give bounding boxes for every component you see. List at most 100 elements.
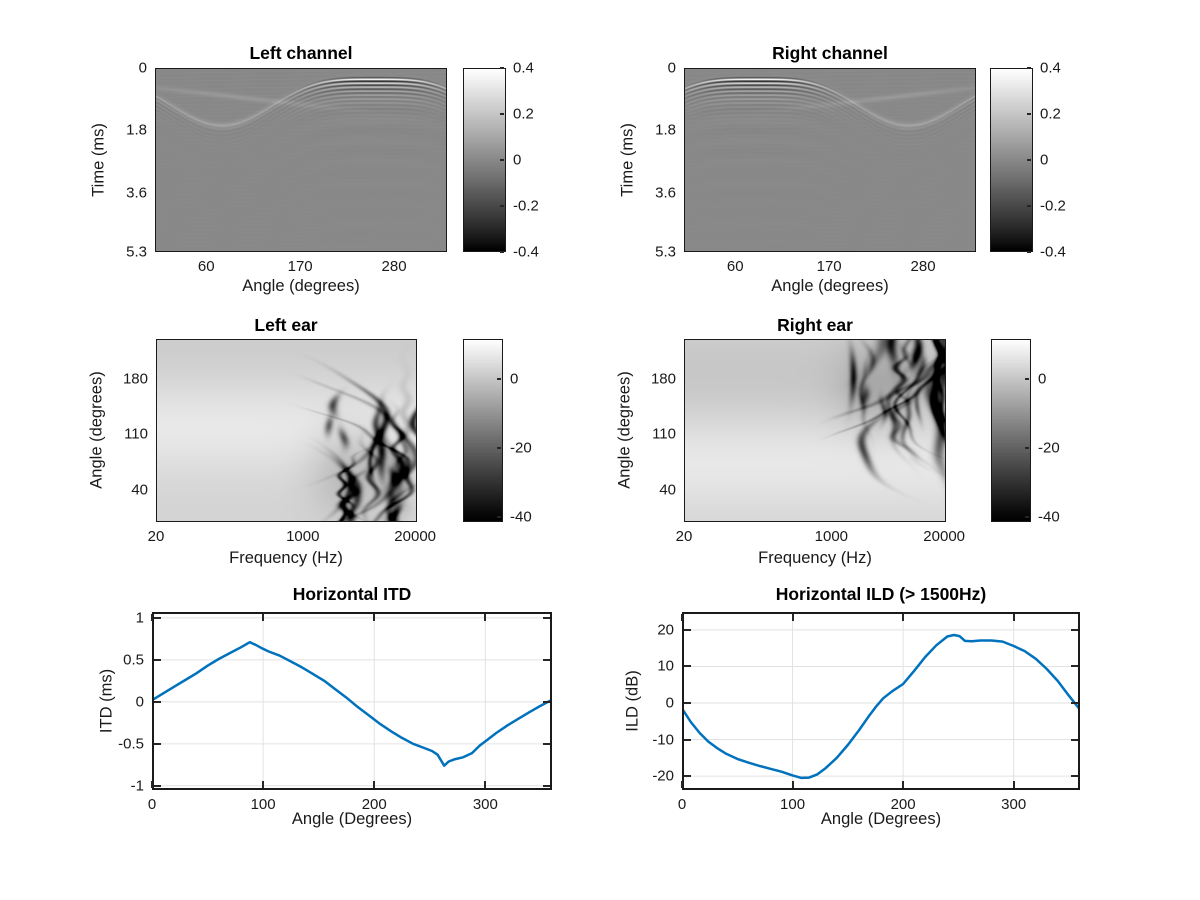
y-tick-label: 1.8 — [126, 121, 147, 139]
y-tick-label: 0 — [665, 694, 674, 712]
x-axis-label-left-ear: Frequency (Hz) — [229, 549, 343, 567]
x-tick-label: 0 — [677, 796, 687, 813]
colorbar-tick — [1025, 515, 1029, 518]
colorbar-tick-label: 0 — [1038, 370, 1047, 388]
colorbar-tick-label: 0 — [510, 370, 519, 388]
y-axis-label-left-ear: Angle (degrees) — [87, 371, 106, 489]
y-axis-label-right-channel: Time (ms) — [618, 123, 637, 197]
y-tick-label: 180 — [650, 370, 676, 388]
axis-tick — [484, 614, 487, 621]
y-tick-label: 1.8 — [655, 121, 676, 139]
x-tick-label: 20 — [675, 528, 693, 545]
colorbar-right-channel — [990, 68, 1033, 252]
x-tick-label: 1000 — [286, 528, 320, 545]
y-axis-label-itd: ITD (ms) — [97, 668, 116, 734]
colorbar-tick-label: -0.4 — [1040, 243, 1066, 261]
y-tick-label: -10 — [652, 731, 674, 749]
y-tick-label: 0.5 — [123, 651, 144, 669]
x-tick-label: 280 — [910, 258, 936, 275]
colorbar-tick-label: -0.2 — [1040, 197, 1066, 215]
colorbar-tick — [1027, 159, 1031, 161]
colorbar-right-ear — [991, 339, 1031, 522]
axis-tick — [373, 614, 376, 621]
axis-tick — [543, 784, 550, 787]
y-axis-label-ild: ILD (dB) — [623, 670, 642, 732]
y-tick-label: 40 — [659, 481, 676, 499]
axis-tick — [151, 614, 153, 621]
axis-tick — [543, 742, 550, 745]
axis-tick — [902, 781, 905, 788]
x-tick-label: 100 — [780, 796, 806, 813]
colorbar-tick — [500, 251, 504, 253]
x-tick-label: 200 — [361, 796, 387, 813]
plot-frame-ild — [682, 612, 1080, 790]
axis-tick — [681, 781, 683, 788]
colorbar-tick-label: 0.4 — [1040, 59, 1061, 77]
axis-tick — [484, 781, 487, 788]
axis-tick — [902, 614, 905, 621]
colorbar-tick — [1027, 113, 1031, 115]
axis-tick — [262, 781, 265, 788]
x-tick-label: 60 — [726, 258, 744, 275]
line-plot-ild — [682, 612, 1080, 790]
y-axis-label-left-channel: Time (ms) — [89, 123, 108, 197]
axis-tick — [154, 742, 161, 745]
colorbar-tick — [500, 113, 504, 115]
colorbar-tick — [497, 446, 501, 449]
colorbar-tick — [1025, 377, 1029, 380]
x-tick-label: 20000 — [394, 528, 437, 545]
colorbar-tick-label: -40 — [1038, 508, 1060, 526]
x-axis-label-itd: Angle (Degrees) — [291, 810, 413, 828]
panel-title-left-ear: Left ear — [254, 315, 318, 335]
y-tick-label: 10 — [657, 657, 674, 675]
axis-tick — [543, 658, 550, 661]
x-tick-label: 170 — [287, 258, 313, 275]
panel-title-right-ear: Right ear — [777, 315, 853, 335]
axis-tick — [791, 614, 794, 621]
axis-tick — [684, 702, 691, 704]
y-tick-label: -20 — [652, 767, 674, 785]
axis-tick — [791, 781, 794, 788]
axis-tick — [684, 628, 691, 631]
colorbar-tick-label: 0.4 — [513, 59, 534, 77]
colorbar-left-ear — [463, 339, 503, 522]
y-tick-label: 180 — [122, 370, 148, 388]
panel-title-itd: Horizontal ITD — [292, 584, 412, 604]
axis-tick — [684, 738, 691, 741]
y-tick-label: 40 — [131, 481, 148, 499]
axis-tick — [1071, 702, 1078, 704]
colorbar-tick-label: -0.4 — [513, 243, 539, 261]
panel-title-right-channel: Right channel — [772, 43, 888, 63]
axis-tick — [151, 781, 153, 788]
colorbar-tick-label: -20 — [1038, 439, 1060, 457]
colorbar-tick — [500, 67, 504, 69]
axis-tick — [154, 784, 161, 787]
colorbar-tick — [1025, 446, 1029, 449]
x-tick-label: 300 — [1001, 796, 1027, 813]
y-tick-label: 5.3 — [126, 243, 147, 261]
x-tick-label: 100 — [250, 796, 276, 813]
axis-tick — [684, 775, 691, 778]
y-tick-label: -1 — [130, 777, 144, 795]
y-tick-label: 110 — [124, 425, 148, 443]
colorbar-tick-label: -40 — [510, 508, 532, 526]
x-tick-label: 60 — [197, 258, 215, 275]
x-axis-label-right-ear: Frequency (Hz) — [758, 549, 872, 567]
x-tick-label: 20 — [147, 528, 165, 545]
colorbar-tick-label: 0.2 — [1040, 105, 1061, 123]
colorbar-tick-label: 0 — [513, 151, 522, 169]
axis-tick — [154, 658, 161, 661]
axis-tick — [1071, 775, 1078, 778]
y-tick-label: 5.3 — [655, 243, 676, 261]
heatmap-right-ear — [684, 339, 946, 522]
x-tick-label: 0 — [147, 796, 157, 813]
axis-tick — [681, 614, 683, 621]
axis-tick — [1012, 614, 1015, 621]
colorbar-tick-label: -20 — [510, 439, 532, 457]
x-axis-label-ild: Angle (Degrees) — [820, 810, 942, 828]
colorbar-tick — [497, 515, 501, 518]
axis-tick — [543, 700, 550, 703]
colorbar-tick — [497, 377, 501, 380]
data-series-line — [152, 640, 552, 767]
